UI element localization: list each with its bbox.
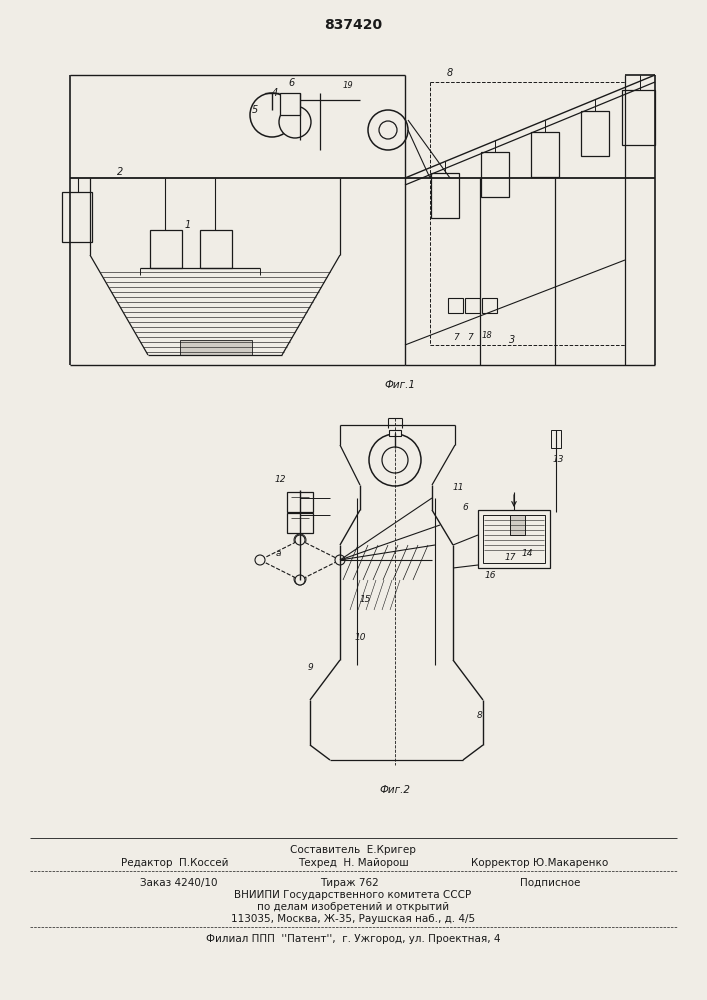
Text: 9: 9	[307, 664, 313, 672]
Text: a: a	[275, 550, 281, 558]
Text: 2: 2	[117, 167, 123, 177]
Bar	[510, 515, 525, 535]
Text: 837420: 837420	[324, 18, 382, 32]
Bar	[531, 132, 559, 177]
Text: 113035, Москва, Ж-35, Раушская наб., д. 4/5: 113035, Москва, Ж-35, Раушская наб., д. …	[231, 914, 475, 924]
Text: 18: 18	[481, 332, 492, 340]
Circle shape	[335, 555, 345, 565]
Circle shape	[379, 121, 397, 139]
Bar	[62, 192, 92, 242]
Bar	[483, 515, 545, 563]
Text: 13: 13	[552, 456, 563, 464]
Text: 4: 4	[272, 88, 278, 98]
Text: Тираж 762: Тираж 762	[320, 878, 379, 888]
Text: Заказ 4240/10: Заказ 4240/10	[140, 878, 218, 888]
Circle shape	[368, 110, 408, 150]
Text: 16: 16	[484, 570, 496, 580]
Bar	[180, 340, 252, 355]
Circle shape	[294, 547, 306, 559]
Bar	[448, 298, 463, 313]
Text: 6: 6	[289, 78, 295, 88]
Circle shape	[369, 434, 421, 486]
Text: 1: 1	[185, 220, 191, 230]
Bar	[465, 298, 480, 313]
Text: 7: 7	[467, 334, 473, 342]
Text: по делам изобретений и открытий: по делам изобретений и открытий	[257, 902, 449, 912]
Circle shape	[250, 93, 294, 137]
Bar	[478, 510, 550, 568]
Text: Подписное: Подписное	[520, 878, 580, 888]
Bar	[481, 152, 509, 197]
Circle shape	[294, 573, 306, 585]
Text: Редактор  П.Коссей: Редактор П.Коссей	[121, 858, 229, 868]
Bar	[622, 90, 655, 145]
Text: 6: 6	[462, 504, 468, 512]
Text: Филиал ППП  ''Патент'',  г. Ужгород, ул. Проектная, 4: Филиал ППП ''Патент'', г. Ужгород, ул. П…	[206, 934, 501, 944]
Bar	[389, 430, 401, 436]
Text: Фиг.2: Фиг.2	[380, 785, 411, 795]
Text: 7: 7	[453, 334, 459, 342]
Text: Составитель  Е.Кригер: Составитель Е.Кригер	[290, 845, 416, 855]
Circle shape	[294, 534, 306, 546]
Text: Фиг.1: Фиг.1	[385, 380, 416, 390]
Bar	[482, 298, 497, 313]
Circle shape	[295, 535, 305, 545]
Circle shape	[279, 106, 311, 138]
Circle shape	[255, 555, 265, 565]
Text: 3: 3	[509, 335, 515, 345]
Text: Корректор Ю.Макаренко: Корректор Ю.Макаренко	[472, 858, 609, 868]
Circle shape	[294, 560, 306, 572]
Bar	[431, 173, 459, 218]
Text: 10: 10	[354, 634, 366, 643]
Bar	[150, 230, 182, 268]
Bar	[551, 430, 561, 448]
Bar	[287, 513, 313, 533]
Bar	[200, 230, 232, 268]
Text: 15: 15	[359, 595, 370, 604]
Text: 5: 5	[252, 105, 258, 115]
Text: 19: 19	[343, 82, 354, 91]
Circle shape	[382, 447, 408, 473]
Text: 17: 17	[504, 554, 515, 562]
Text: ВНИИПИ Государственного комитета СССР: ВНИИПИ Государственного комитета СССР	[235, 890, 472, 900]
Text: 8: 8	[447, 68, 453, 78]
Circle shape	[295, 575, 305, 585]
Bar	[581, 111, 609, 156]
Text: Техред  Н. Майорош: Техред Н. Майорош	[298, 858, 409, 868]
Bar	[280, 93, 300, 115]
Text: 8: 8	[477, 710, 483, 720]
Polygon shape	[260, 540, 340, 580]
Text: 12: 12	[274, 476, 286, 485]
Text: 14: 14	[521, 548, 533, 558]
Text: 11: 11	[452, 484, 464, 492]
Bar	[287, 492, 313, 512]
